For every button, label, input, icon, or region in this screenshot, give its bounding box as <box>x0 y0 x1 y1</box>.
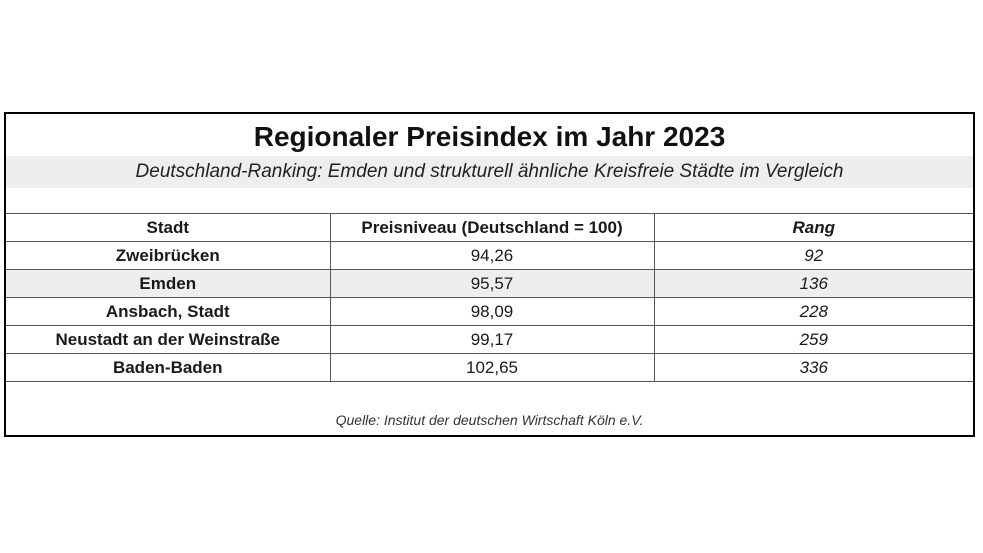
page-title: Regionaler Preisindex im Jahr 2023 <box>253 121 726 152</box>
cell-preisniveau: 102,65 <box>330 353 655 382</box>
cell-preisniveau: 95,57 <box>330 269 655 298</box>
table-row: Baden-Baden 102,65 336 <box>6 353 973 382</box>
source-note: Quelle: Institut der deutschen Wirtschaf… <box>335 412 644 428</box>
cell-stadt: Ansbach, Stadt <box>6 297 331 326</box>
cell-rang: 259 <box>654 325 973 354</box>
cell-stadt: Zweibrücken <box>6 241 331 270</box>
cell-rang: 228 <box>654 297 973 326</box>
cell-stadt: Emden <box>6 269 331 298</box>
cell-rang: 336 <box>654 353 973 382</box>
cell-preisniveau: 94,26 <box>330 241 655 270</box>
price-index-panel: Regionaler Preisindex im Jahr 2023 Deuts… <box>4 112 975 437</box>
cell-preisniveau: 99,17 <box>330 325 655 354</box>
cell-rang: 92 <box>654 241 973 270</box>
table-row: Zweibrücken 94,26 92 <box>6 241 973 270</box>
table-header-row: Stadt Preisniveau (Deutschland = 100) Ra… <box>6 213 973 242</box>
cell-stadt: Neustadt an der Weinstraße <box>6 325 331 354</box>
price-index-table: Stadt Preisniveau (Deutschland = 100) Ra… <box>6 213 973 382</box>
table-row: Neustadt an der Weinstraße 99,17 259 <box>6 325 973 354</box>
table-row: Emden 95,57 136 <box>6 269 973 298</box>
column-header-rang: Rang <box>654 213 973 242</box>
column-header-stadt: Stadt <box>6 213 331 242</box>
cell-preisniveau: 98,09 <box>330 297 655 326</box>
cell-stadt: Baden-Baden <box>6 353 331 382</box>
page-subtitle: Deutschland-Ranking: Emden und strukture… <box>6 156 973 188</box>
table-row: Ansbach, Stadt 98,09 228 <box>6 297 973 326</box>
cell-rang: 136 <box>654 269 973 298</box>
column-header-preisniveau: Preisniveau (Deutschland = 100) <box>330 213 655 242</box>
